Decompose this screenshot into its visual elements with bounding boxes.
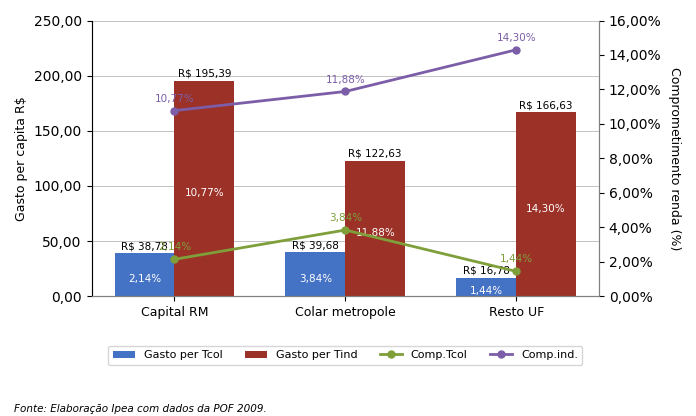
Text: 1,44%: 1,44% [470, 286, 503, 296]
Y-axis label: Comprometimento renda (%): Comprometimento renda (%) [668, 67, 681, 250]
Bar [175, 81, 235, 296]
Text: R$ 16,78: R$ 16,78 [463, 265, 509, 275]
Text: 10,77%: 10,77% [184, 188, 224, 198]
Y-axis label: Gasto per capita R$: Gasto per capita R$ [15, 96, 28, 221]
Text: R$ 195,39: R$ 195,39 [177, 69, 231, 79]
Text: 11,88%: 11,88% [356, 228, 395, 238]
Comp.Tcol [512, 269, 521, 274]
Text: 14,30%: 14,30% [496, 33, 536, 43]
Legend: Gasto per Tcol, Gasto per Tind, Comp.Tcol, Comp.ind.: Gasto per Tcol, Gasto per Tind, Comp.Tco… [108, 346, 583, 365]
Comp.Tcol [171, 257, 179, 262]
Text: 2,14%: 2,14% [158, 243, 191, 253]
Text: R$ 39,68: R$ 39,68 [292, 240, 339, 250]
Line: Comp.ind.: Comp.ind. [171, 46, 520, 114]
Line: Comp.Tcol: Comp.Tcol [171, 227, 520, 275]
Text: 2,14%: 2,14% [128, 274, 161, 284]
Comp.ind. [171, 108, 179, 113]
Text: Fonte: Elaboração Ipea com dados da POF 2009.: Fonte: Elaboração Ipea com dados da POF … [14, 404, 267, 414]
Text: 1,44%: 1,44% [500, 255, 532, 265]
Text: 3,84%: 3,84% [299, 274, 332, 284]
Text: 11,88%: 11,88% [326, 74, 365, 84]
Text: R$ 122,63: R$ 122,63 [349, 149, 402, 159]
Comp.ind. [512, 47, 521, 52]
Bar [516, 112, 576, 296]
Comp.Tcol [341, 228, 349, 233]
Text: R$ 38,78: R$ 38,78 [121, 241, 168, 251]
Comp.ind. [341, 89, 349, 94]
Bar [345, 161, 405, 296]
Text: R$ 166,63: R$ 166,63 [519, 100, 573, 110]
Text: 10,77%: 10,77% [155, 94, 194, 104]
Text: 14,30%: 14,30% [526, 204, 566, 214]
Bar [285, 253, 345, 296]
Bar [115, 253, 175, 296]
Text: 3,84%: 3,84% [329, 213, 362, 223]
Bar [457, 278, 516, 296]
